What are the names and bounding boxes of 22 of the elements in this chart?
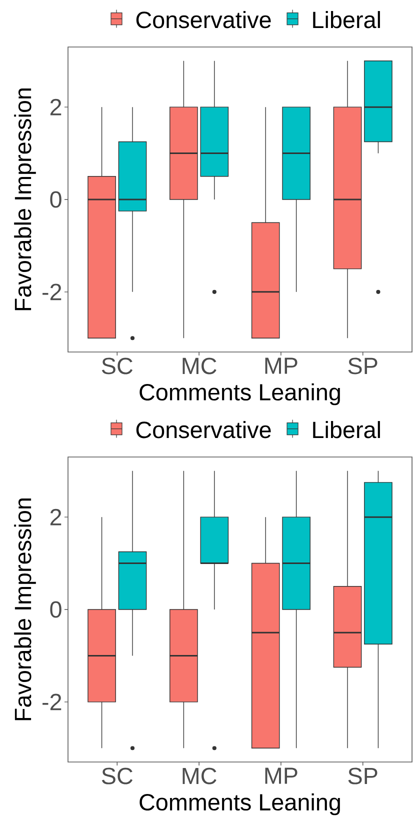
x-axis-title: Comments Leaning — [140, 793, 340, 816]
x-tick-label: MP — [265, 358, 298, 374]
y-tick-label: 0 — [50, 191, 62, 208]
y-axis-title: Favorable Impression — [14, 88, 36, 310]
x-tick-label: MC — [182, 768, 216, 784]
y-tick-label: -2 — [42, 694, 62, 710]
legend-label: Conservative — [136, 11, 271, 28]
legend-label: Liberal — [313, 421, 380, 438]
x-tick-label: SC — [102, 768, 133, 784]
x-tick-label: MP — [265, 768, 298, 784]
y-tick-label: 2 — [50, 98, 62, 116]
x-axis-title: Comments Leaning — [140, 383, 340, 406]
legend-label: Conservative — [136, 421, 271, 438]
y-tick-label: 2 — [50, 508, 62, 526]
y-axis-title: Favorable Impression — [14, 498, 36, 720]
x-tick-label: SC — [102, 358, 133, 374]
x-tick-label: SP — [348, 768, 378, 784]
x-tick-label: SP — [348, 358, 378, 374]
legend-label: Liberal — [313, 11, 380, 28]
x-tick-label: MC — [182, 358, 216, 374]
y-tick-label: 0 — [50, 601, 62, 618]
y-tick-label: -2 — [42, 284, 62, 300]
